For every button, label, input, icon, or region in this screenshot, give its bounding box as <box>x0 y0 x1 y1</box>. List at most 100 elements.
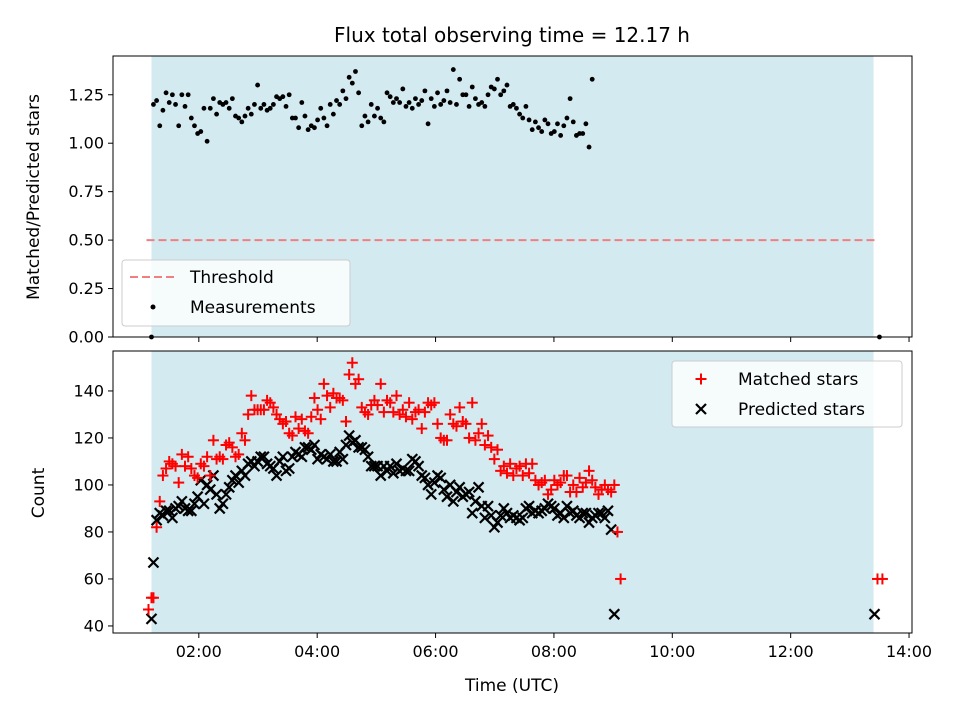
predicted-star-point <box>204 483 217 496</box>
ratio-point <box>343 96 349 102</box>
top-y-tick-label: 0.00 <box>68 328 104 347</box>
ratio-point <box>169 92 175 98</box>
matched-star-point <box>507 470 519 482</box>
ratio-point <box>485 92 491 98</box>
predicted-star-point <box>472 481 485 494</box>
top-x-ticks <box>198 337 910 342</box>
predicted-star-point <box>270 469 283 482</box>
matched-star-point <box>555 477 567 489</box>
top-legend-box <box>121 259 351 327</box>
matched-star-point <box>321 390 333 402</box>
ratio-point <box>293 115 298 121</box>
bottom-legend-box <box>671 360 903 428</box>
matched-star-point <box>416 423 428 435</box>
matched-star-point <box>239 434 251 446</box>
bottom-y-tick-label: 100 <box>73 475 104 494</box>
legend-measurements-swatch <box>150 304 156 310</box>
ratio-point <box>173 102 178 107</box>
bottom-legend: Matched stars Predicted stars <box>671 360 903 428</box>
predicted-star-point <box>494 509 507 522</box>
ratio-point <box>365 119 371 125</box>
predicted-star-point <box>463 486 475 498</box>
legend-threshold-label: Threshold <box>189 268 274 288</box>
predicted-star-point <box>434 472 447 484</box>
matched-star-point <box>460 418 472 430</box>
predicted-star-point <box>340 439 352 451</box>
ratio-point <box>482 103 488 109</box>
top-y-axis-label: Matched/Predicted stars <box>24 94 44 300</box>
predicted-star-point <box>374 469 387 482</box>
ratio-point <box>207 105 213 111</box>
predicted-star-point <box>337 453 349 465</box>
matched-star-point <box>182 451 194 463</box>
matched-star-point <box>308 392 320 404</box>
matched-star-point <box>267 401 279 413</box>
matched-star-point <box>302 427 314 439</box>
ratio-point <box>447 100 453 105</box>
ratio-point <box>558 133 564 138</box>
predicted-star-point <box>330 455 343 468</box>
ratio-point <box>586 144 592 150</box>
ratio-point <box>330 111 336 117</box>
matched-star-point <box>318 378 330 390</box>
ratio-point <box>384 90 390 96</box>
ratio-point <box>564 115 570 121</box>
bottom-y-ticks: 40 60 80 100 120 140 <box>73 381 113 635</box>
matched-star-point <box>450 420 462 432</box>
ratio-point <box>337 102 343 107</box>
ratio-point <box>353 69 358 74</box>
legend-x-mark <box>695 403 707 415</box>
matched-star-point <box>413 404 425 416</box>
legend-matched-swatch <box>695 373 707 385</box>
ratio-point <box>510 102 516 107</box>
top-y-tick-label: 0.75 <box>68 182 104 201</box>
ratio-point <box>248 111 254 117</box>
ratio-point <box>561 123 567 129</box>
ratio-point <box>390 100 396 105</box>
ratio-point <box>406 100 412 105</box>
ratio-point <box>526 117 532 123</box>
ratio-point <box>359 123 365 129</box>
predicted-star-point <box>491 516 504 529</box>
ratio-point <box>185 92 191 98</box>
predicted-star-point <box>400 465 412 477</box>
ratio-point <box>163 90 169 96</box>
matched-star-point <box>501 467 513 479</box>
matched-star-point <box>245 390 257 402</box>
matched-star-point <box>608 479 620 491</box>
matched-star-point <box>340 416 352 427</box>
ratio-point <box>160 107 166 113</box>
matched-star-point <box>615 573 627 585</box>
top-y-tick-label: 0.25 <box>68 279 104 298</box>
x-tick-label: 08:00 <box>531 642 577 661</box>
predicted-star-point <box>561 500 573 512</box>
ratio-point <box>166 100 172 105</box>
ratio-point <box>267 105 273 111</box>
ratio-point <box>570 119 576 125</box>
matched-star-point <box>473 427 485 439</box>
ratio-point <box>473 96 478 102</box>
predicted-star-point <box>352 441 365 454</box>
ratio-point <box>283 103 289 109</box>
bottom-y-tick-label: 80 <box>84 522 104 541</box>
matched-star-point <box>337 394 349 406</box>
ratio-point <box>428 96 434 102</box>
ratio-point <box>504 82 510 88</box>
predicted-star-point <box>384 460 396 472</box>
matched-star-point <box>397 404 409 416</box>
matched-star-point <box>160 463 172 474</box>
ratio-point <box>413 96 418 102</box>
ratio-point <box>545 121 551 127</box>
predicted-star-point <box>220 488 232 501</box>
matched-star-point <box>488 453 500 465</box>
matched-star-point <box>419 406 431 418</box>
ratio-point <box>469 84 475 90</box>
matched-star-point <box>170 460 182 472</box>
predicted-star-point <box>608 608 621 620</box>
ratio-point <box>334 98 339 103</box>
ratio-point <box>229 96 235 102</box>
ratio-point <box>252 102 257 107</box>
predicted-star-point <box>145 613 158 625</box>
matched-star-point <box>492 444 504 456</box>
ratio-point <box>387 94 393 100</box>
